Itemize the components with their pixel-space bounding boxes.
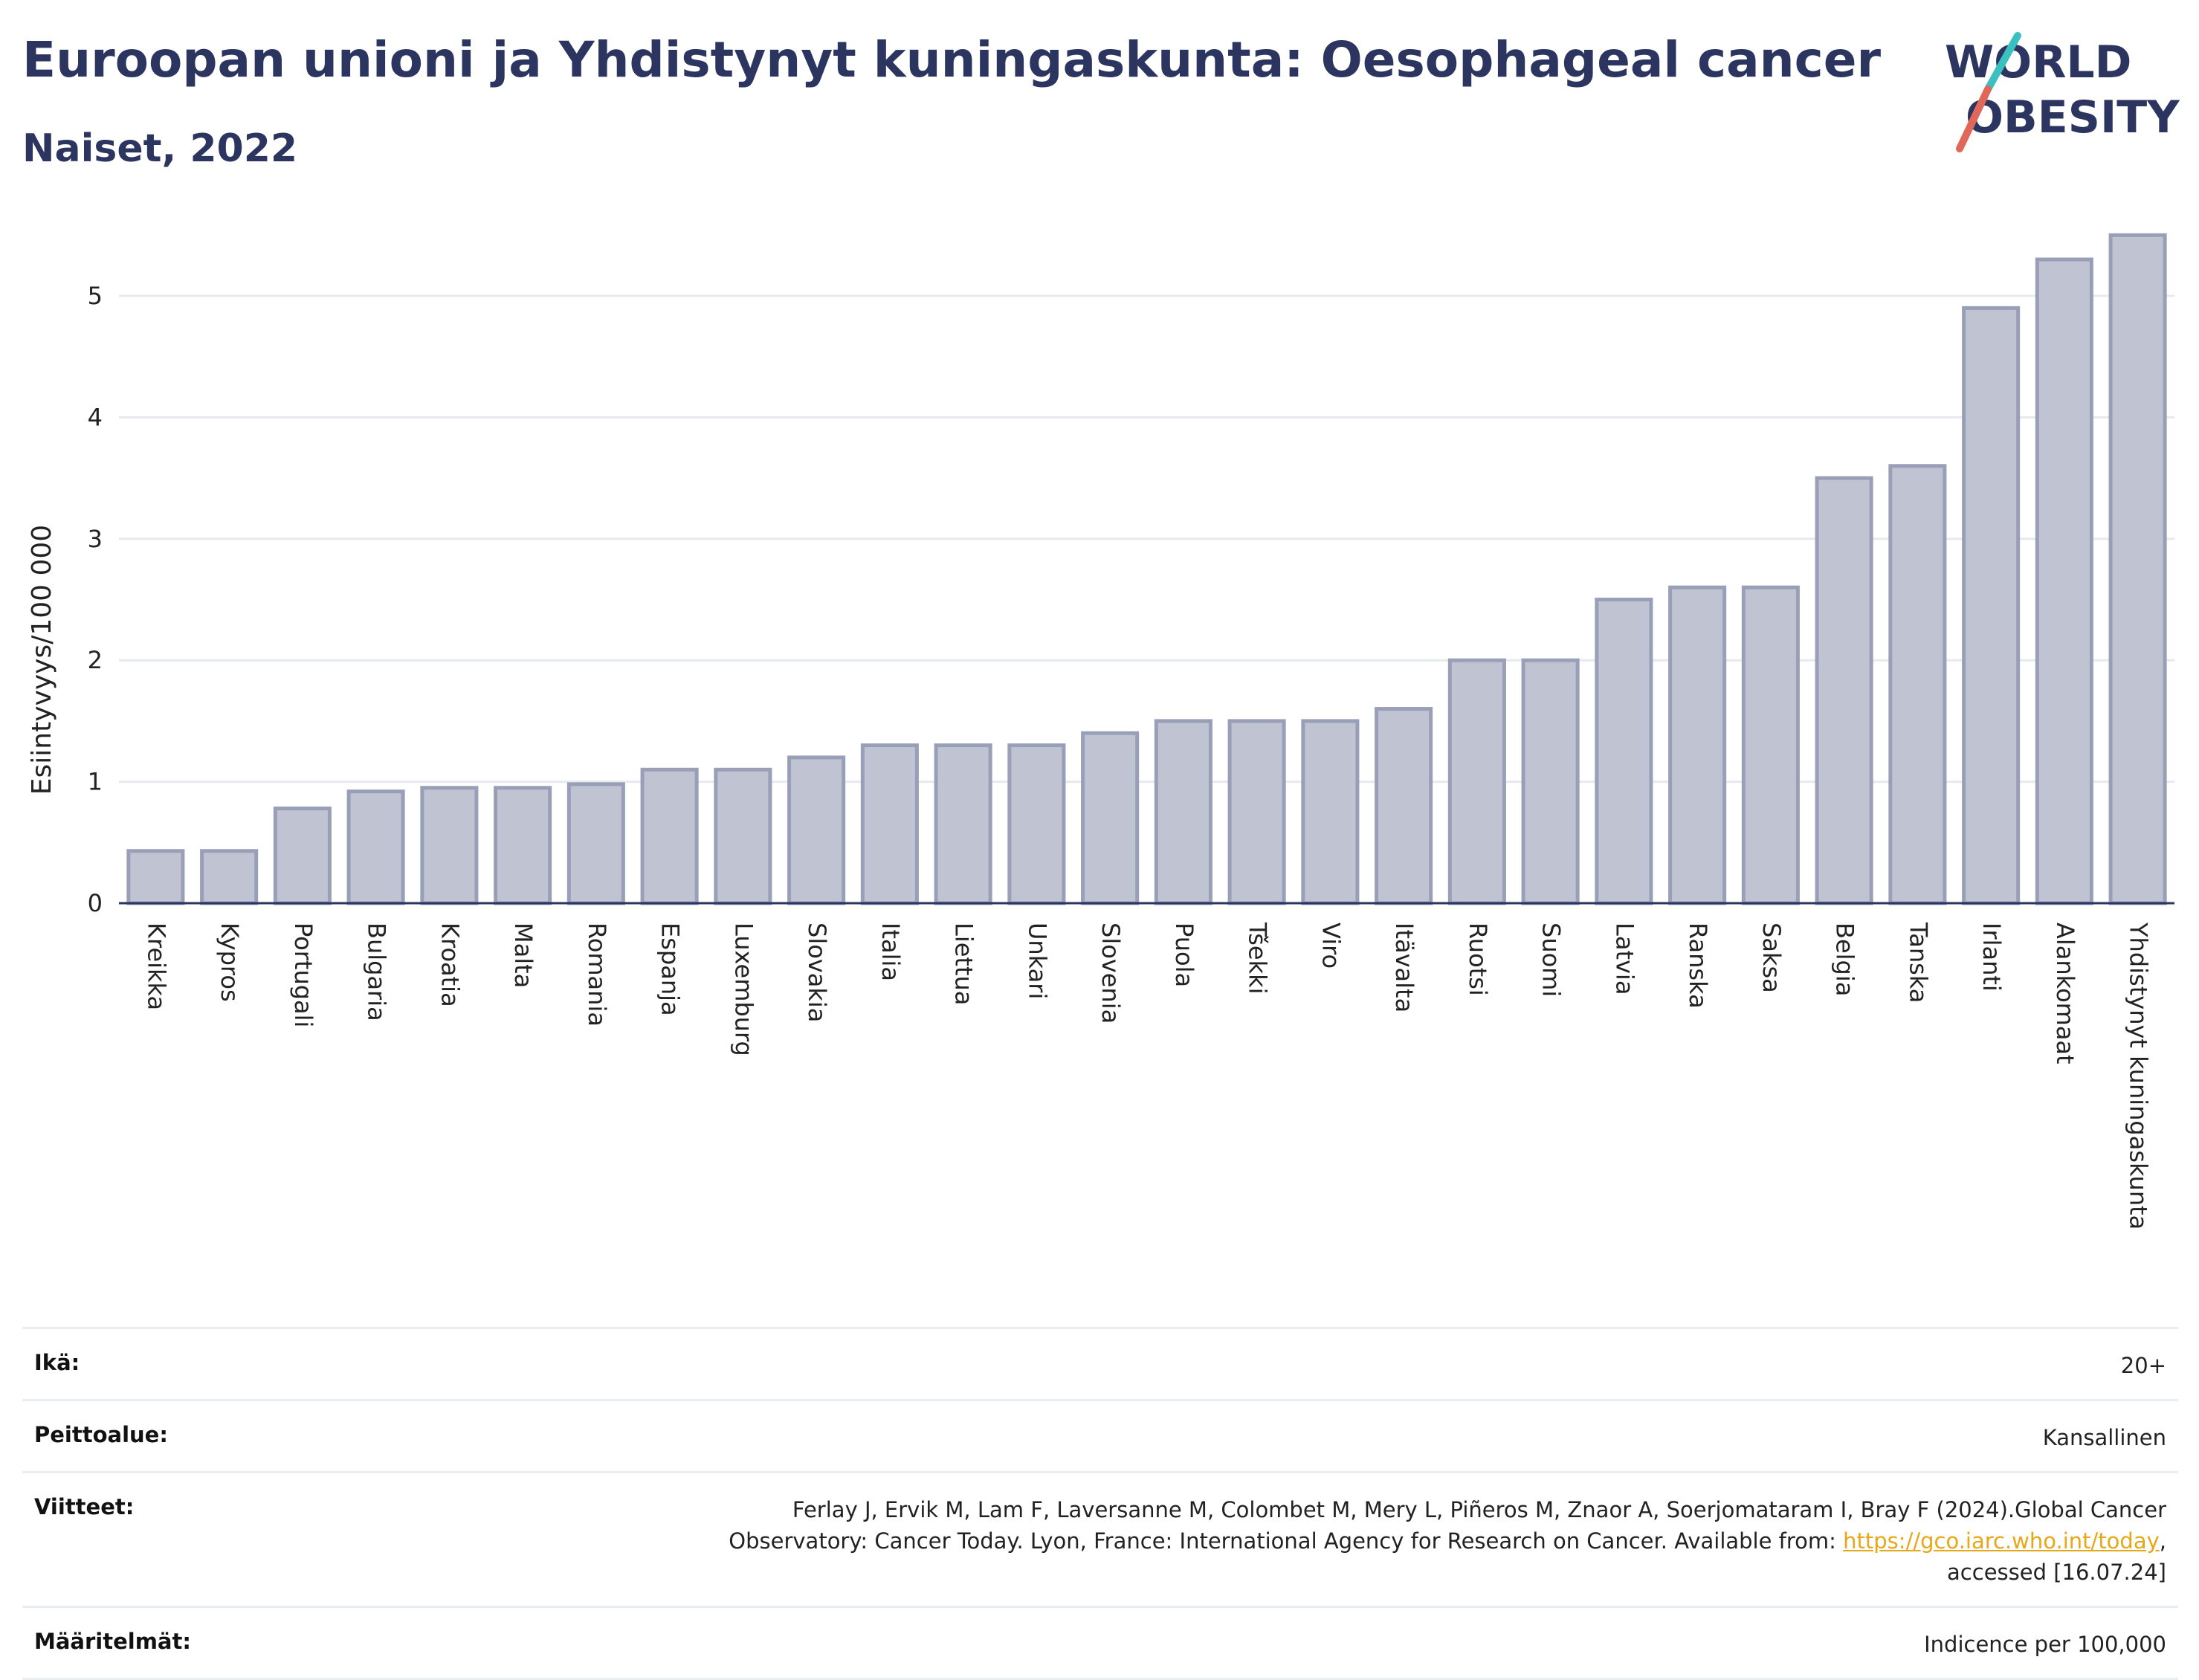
x-category-label: Yhdistynyt kuningaskunta (2125, 922, 2153, 1230)
x-category-label: Puola (1170, 923, 1198, 987)
logo-text-obesity: OBESITY (1966, 91, 2180, 143)
info-table: Ikä: 20+ Peittoalue: Kansallinen Viittee… (22, 1327, 2178, 1680)
bar-chart: 0 1 2 3 4 5 Kreikka Kypros Portugali Bulgaria Kro… (27, 233, 2174, 1230)
bar-romania[interactable] (566, 782, 625, 905)
x-category-label: Portugali (289, 923, 317, 1027)
logo-slash-red-icon (1956, 85, 1992, 152)
bar-saksa[interactable] (1741, 585, 1800, 905)
references-comma: , (2159, 1528, 2166, 1554)
y-tick-label: 4 (88, 403, 103, 431)
x-category-label: Espanja (656, 923, 685, 1016)
x-category-label: Tanska (1904, 922, 1932, 1003)
bar-kroatia[interactable] (420, 786, 479, 905)
x-category-label: Kroatia (436, 923, 464, 1007)
x-axis-labels: Kreikka Kypros Portugali Bulgaria Kroatia Mal… (142, 922, 2152, 1230)
age-label: Ikä: (34, 1350, 80, 1375)
x-category-label: Luxemburg (729, 923, 758, 1056)
bar-suomi[interactable] (1521, 658, 1580, 905)
coverage-label: Peittoalue: (34, 1422, 168, 1448)
logo-slash-teal-icon (1984, 32, 2021, 93)
x-category-label: Ranska (1684, 923, 1712, 1009)
chart-title: Euroopan unioni ja Yhdistynyt kuningasku… (22, 31, 1882, 88)
x-category-label: Suomi (1537, 923, 1566, 997)
bar-luxemburg[interactable] (714, 767, 772, 905)
x-category-label: Slovakia (803, 923, 831, 1022)
bar-bulgaria[interactable] (346, 789, 405, 905)
info-row-coverage: Peittoalue: Kansallinen (22, 1399, 2178, 1471)
x-category-label: Kreikka (142, 923, 170, 1010)
y-tick-label: 5 (88, 282, 103, 310)
logo-text-world: WORLD (1945, 36, 2131, 88)
x-category-label: Kypros (216, 923, 244, 1002)
y-tick-label: 3 (88, 525, 103, 553)
bar-itävalta[interactable] (1375, 707, 1433, 905)
definitions-label: Määritelmät: (34, 1629, 191, 1655)
info-row-references: Viitteet: Ferlay J, Ervik M, Lam F, Lave… (22, 1471, 2178, 1606)
bar-alankomaat[interactable] (2035, 257, 2093, 905)
y-tick-label: 1 (88, 768, 103, 796)
bar-portugali[interactable] (273, 807, 332, 905)
references-accessed: accessed [16.07.24] (1947, 1560, 2166, 1586)
bar-italia[interactable] (860, 743, 919, 905)
coverage-value: Kansallinen (2042, 1425, 2166, 1451)
y-axis-ticks: 0 1 2 3 4 5 (88, 282, 103, 917)
references-link[interactable]: https://gco.iarc.who.int/today (1843, 1528, 2160, 1554)
bar-malta[interactable] (494, 786, 552, 905)
x-category-label: Alankomaat (2051, 923, 2079, 1064)
x-category-label: Bulgaria (363, 923, 391, 1021)
bar-unkari[interactable] (1007, 743, 1066, 905)
x-category-label: Ruotsi (1464, 923, 1492, 996)
x-category-label: Saksa (1757, 923, 1786, 993)
references-value: Ferlay J, Ervik M, Lam F, Laversanne M, … (729, 1494, 2166, 1588)
bar-yhdistynyt-kuningaskunta[interactable] (2108, 233, 2167, 905)
info-row-age: Ikä: 20+ (22, 1327, 2178, 1399)
x-category-label: Italia (876, 923, 905, 981)
bar-slovakia[interactable] (787, 755, 846, 905)
x-category-label: Malta (509, 923, 537, 988)
bar-espanja[interactable] (640, 767, 699, 905)
chart-subtitle: Naiset, 2022 (22, 126, 298, 171)
x-category-label: Itävalta (1390, 923, 1418, 1012)
x-category-label: Slovenia (1097, 923, 1125, 1024)
definitions-value: Indicence per 100,000 (1924, 1632, 2166, 1658)
x-category-label: Romania (583, 923, 611, 1027)
bar-liettua[interactable] (934, 743, 992, 905)
references-text-line2: Observatory: Cancer Today. Lyon, France:… (729, 1528, 1844, 1554)
info-row-definitions: Määritelmät: Indicence per 100,000 (22, 1606, 2178, 1680)
x-category-label: Unkari (1023, 923, 1051, 999)
references-label: Viitteet: (34, 1494, 135, 1520)
y-tick-label: 0 (88, 889, 103, 917)
bar-ruotsi[interactable] (1447, 658, 1506, 905)
bar-slovenia[interactable] (1081, 731, 1140, 905)
bar-tanska[interactable] (1888, 464, 1947, 905)
x-category-label: Belgia (1831, 923, 1859, 996)
bar-kypros[interactable] (200, 849, 259, 905)
x-category-label: Tšekki (1244, 922, 1272, 995)
y-axis-title: Esiintyvyys/100 000 (27, 525, 57, 795)
bar-belgia[interactable] (1815, 476, 1873, 905)
world-obesity-logo: WORLD OBESITY (1945, 32, 2180, 152)
x-category-label: Liettua (950, 923, 978, 1005)
bar-puola[interactable] (1154, 719, 1212, 905)
y-tick-label: 2 (88, 646, 103, 674)
bars (126, 233, 2167, 905)
age-value: 20+ (2120, 1353, 2166, 1378)
x-category-label: Irlanti (1977, 923, 2006, 992)
bar-irlanti[interactable] (1962, 306, 2021, 905)
bar-tšekki[interactable] (1227, 719, 1286, 905)
bar-latvia[interactable] (1595, 598, 1653, 905)
bar-ranska[interactable] (1668, 585, 1727, 905)
bar-viro[interactable] (1301, 719, 1360, 905)
references-text-line1: Ferlay J, Ervik M, Lam F, Laversanne M, … (792, 1497, 2166, 1523)
bar-kreikka[interactable] (126, 849, 185, 905)
x-category-label: Latvia (1610, 923, 1638, 995)
x-category-label: Viro (1317, 923, 1345, 969)
